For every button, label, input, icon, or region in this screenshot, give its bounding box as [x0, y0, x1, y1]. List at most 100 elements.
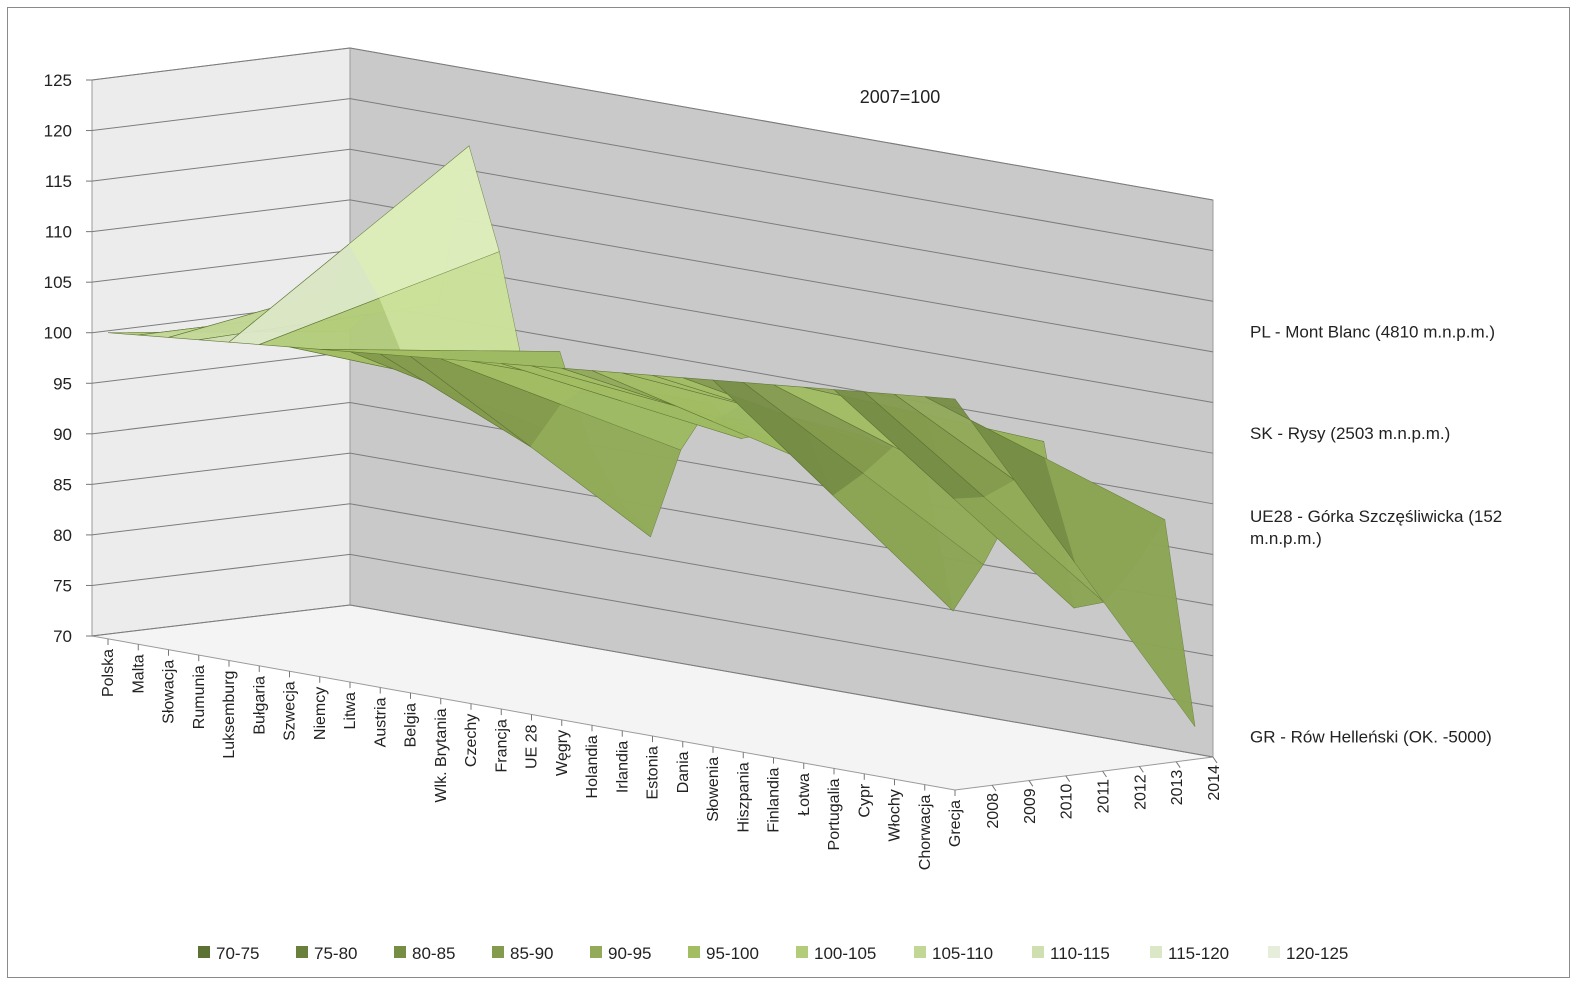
y-tick-label: 120: [44, 122, 72, 141]
legend-label: 70-75: [216, 944, 259, 963]
year-tick: [1028, 780, 1034, 787]
legend-swatch: [1032, 946, 1044, 958]
y-tick-label: 90: [53, 425, 72, 444]
legend-label: 100-105: [814, 944, 876, 963]
category-label: Irlandia: [614, 741, 631, 794]
year-label: 2013: [1169, 770, 1186, 806]
legend-label: 95-100: [706, 944, 759, 963]
category-label: Słowenia: [705, 757, 722, 822]
category-label: Rumunia: [191, 665, 208, 729]
category-label: UE 28: [524, 724, 541, 769]
gridline: [91, 503, 1214, 657]
reference-label-cont: m.n.p.m.): [1250, 529, 1322, 548]
legend-label: 80-85: [412, 944, 455, 963]
category-label: Estonia: [645, 746, 662, 799]
gridline: [91, 604, 1214, 758]
category-label: Szwecja: [282, 681, 299, 741]
legend-swatch: [198, 946, 210, 958]
surface-plot: [107, 145, 1196, 727]
y-tick-label: 100: [44, 324, 72, 343]
gridline: [91, 148, 1214, 302]
category-label: Holandia: [584, 735, 601, 798]
legend-swatch: [914, 946, 926, 958]
legend-swatch: [1150, 946, 1162, 958]
year-label: 2010: [1059, 784, 1076, 820]
gridline: [91, 553, 1214, 707]
year-tick: [991, 784, 997, 792]
category-label: Litwa: [342, 692, 359, 729]
year-label: 2011: [1096, 779, 1113, 814]
y-tick-label: 70: [53, 627, 72, 646]
legend-label: 75-80: [314, 944, 357, 963]
category-label: Włochy: [887, 789, 904, 841]
surface-facet: [349, 146, 500, 299]
reference-labels: PL - Mont Blanc (4810 m.n.p.m.) SK - Rysy…: [1250, 323, 1502, 747]
year-label: 2009: [1022, 788, 1039, 824]
year-tick: [1065, 775, 1071, 782]
legend-label: 85-90: [510, 944, 553, 963]
category-label: Łotwa: [796, 773, 813, 816]
surface-facet: [954, 497, 1105, 608]
gridline: [91, 199, 1214, 353]
legend-label: 105-110: [932, 944, 993, 963]
legend-swatch: [492, 946, 504, 958]
legend-swatch: [1268, 946, 1280, 958]
legend-label: 110-115: [1050, 944, 1110, 963]
category-label: Portugalia: [826, 778, 843, 850]
category-label: Francja: [493, 719, 510, 772]
legend-swatch: [394, 946, 406, 958]
surface-facet: [833, 473, 984, 611]
category-axis: Polska Malta Słowacja Rumunia Luksemburg Bułg…: [100, 639, 964, 870]
legend-swatch: [796, 946, 808, 958]
legend-swatch: [688, 946, 700, 958]
y-tick-label: 110: [45, 223, 72, 242]
y-tick-label: 80: [53, 526, 72, 545]
legend-label: 90-95: [608, 944, 651, 963]
reference-label: UE28 - Górka Szczęśliwicka (152: [1250, 507, 1502, 526]
legend-label: 120-125: [1286, 944, 1348, 963]
category-label: Węgry: [554, 730, 571, 776]
year-label: 2008: [985, 793, 1002, 829]
legend: 70-75 75-80 80-85 85-90 90-95 95-100 100-105 10…: [198, 944, 1348, 963]
category-label: Polska: [100, 649, 117, 697]
category-label: Finlandia: [766, 768, 783, 833]
gridline: [91, 47, 1214, 201]
annotation-label: 2007=100: [860, 87, 941, 107]
category-label: Malta: [130, 654, 147, 693]
year-axis: 2008 2009 2010 2011 2012 2013 2014: [985, 756, 1223, 829]
category-label: Austria: [372, 697, 389, 747]
surface-facet: [863, 446, 1014, 565]
category-label: Niemcy: [312, 687, 329, 740]
category-label: Belgia: [403, 703, 420, 748]
y-tick-label: 75: [53, 576, 72, 595]
y-tick-label: 115: [45, 172, 72, 191]
category-label: Cypr: [856, 783, 873, 817]
y-tick-label: 125: [44, 71, 72, 90]
category-label: Chorwacja: [917, 795, 934, 871]
category-label: Bułgaria: [251, 676, 268, 735]
surface-facet: [530, 404, 681, 537]
legend-swatch: [590, 946, 602, 958]
category-label: Czechy: [463, 714, 480, 767]
year-tick: [1138, 766, 1144, 773]
legend-label: 115-120: [1168, 944, 1229, 963]
reference-label: SK - Rysy (2503 m.n.p.m.): [1250, 424, 1450, 443]
year-tick: [1212, 756, 1218, 764]
gridline: [91, 98, 1214, 252]
reference-label: PL - Mont Blanc (4810 m.n.p.m.): [1250, 323, 1495, 342]
year-label: 2014: [1206, 765, 1223, 801]
surface-facet: [1044, 458, 1195, 727]
legend-swatch: [296, 946, 308, 958]
category-label: Luksemburg: [221, 671, 238, 759]
year-label: 2012: [1132, 774, 1149, 810]
category-label: Słowacja: [161, 660, 178, 724]
reference-label: GR - Rów Helleński (OK. -5000): [1250, 728, 1492, 747]
y-tick-label: 95: [53, 374, 72, 393]
y-tick-label: 105: [44, 273, 72, 292]
category-label: Wlk. Brytania: [433, 708, 450, 802]
category-label: Dania: [675, 751, 692, 793]
category-label: Hiszpania: [735, 762, 752, 832]
y-tick-label: 85: [53, 475, 72, 494]
y-axis: 70 75 80 85 90 95 100 105 110 115 120 125: [44, 71, 92, 646]
